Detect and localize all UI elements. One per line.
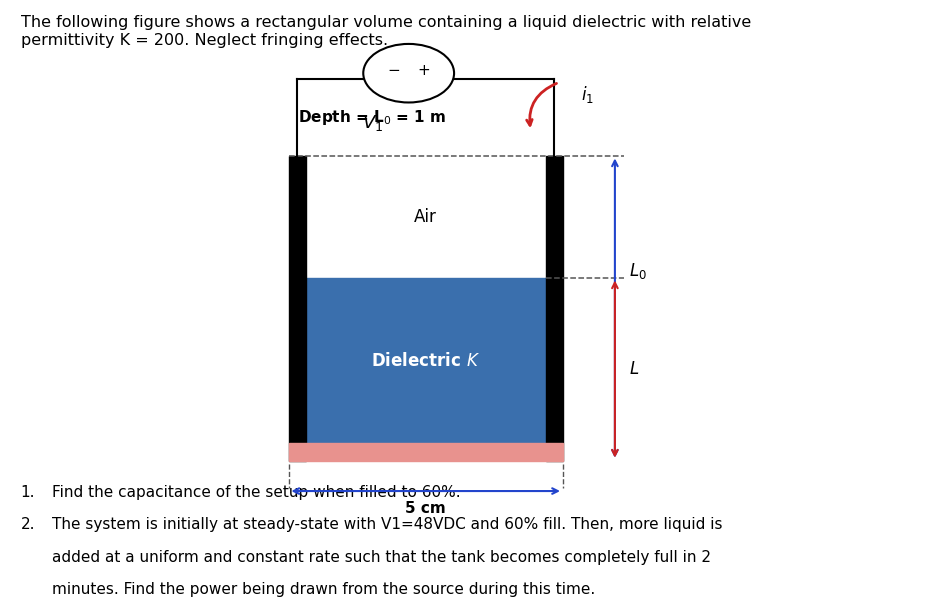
Text: added at a uniform and constant rate such that the tank becomes completely full : added at a uniform and constant rate suc… [52, 550, 711, 565]
Text: Find the capacitance of the setup when filled to 60%.: Find the capacitance of the setup when f… [52, 485, 461, 500]
Text: 1.: 1. [21, 485, 35, 500]
Bar [306, 278, 546, 443]
Text: Depth = L$_0$ = 1 m: Depth = L$_0$ = 1 m [298, 108, 447, 127]
Bar [289, 443, 563, 461]
Text: $L_0$: $L_0$ [629, 262, 647, 281]
Text: Dielectric $K$: Dielectric $K$ [371, 351, 481, 370]
Circle shape [363, 44, 454, 102]
Text: −: − [387, 63, 400, 78]
Text: $i_1$: $i_1$ [581, 84, 594, 105]
Text: $V_1$: $V_1$ [362, 113, 383, 134]
Text: minutes. Find the power being drawn from the source during this time.: minutes. Find the power being drawn from… [52, 582, 595, 597]
Text: +: + [417, 63, 430, 78]
Text: 5 cm: 5 cm [405, 501, 447, 516]
Text: The system is initially at steady-state with V1=48VDC and 60% fill. Then, more l: The system is initially at steady-state … [52, 517, 723, 533]
Text: The following figure shows a rectangular volume containing a liquid dielectric w: The following figure shows a rectangular… [21, 15, 751, 48]
Text: 2.: 2. [21, 517, 35, 533]
Bar [546, 156, 563, 461]
Bar [306, 156, 546, 278]
Text: Air: Air [414, 207, 437, 226]
Bar [289, 156, 306, 461]
Text: $L$: $L$ [629, 360, 639, 378]
